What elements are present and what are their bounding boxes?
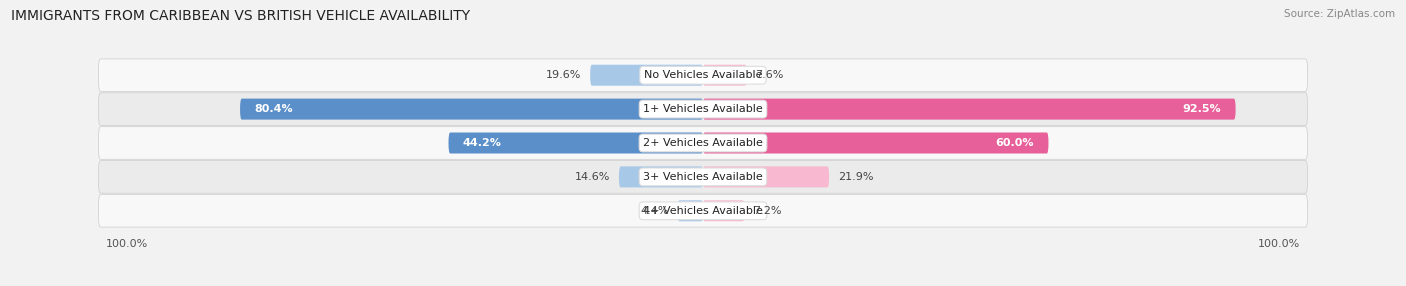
Text: 2+ Vehicles Available: 2+ Vehicles Available — [643, 138, 763, 148]
Text: 4.4%: 4.4% — [641, 206, 669, 216]
FancyBboxPatch shape — [449, 132, 703, 154]
FancyBboxPatch shape — [703, 99, 1236, 120]
Text: 80.4%: 80.4% — [254, 104, 292, 114]
FancyBboxPatch shape — [98, 194, 1308, 227]
FancyBboxPatch shape — [703, 65, 747, 86]
FancyBboxPatch shape — [98, 93, 1308, 125]
FancyBboxPatch shape — [678, 200, 703, 221]
Text: 44.2%: 44.2% — [463, 138, 502, 148]
FancyBboxPatch shape — [98, 59, 1308, 92]
Text: Source: ZipAtlas.com: Source: ZipAtlas.com — [1284, 9, 1395, 19]
FancyBboxPatch shape — [703, 200, 744, 221]
FancyBboxPatch shape — [703, 166, 830, 187]
Text: 21.9%: 21.9% — [838, 172, 873, 182]
Text: 7.2%: 7.2% — [754, 206, 782, 216]
FancyBboxPatch shape — [619, 166, 703, 187]
Text: 7.6%: 7.6% — [755, 70, 783, 80]
Text: 60.0%: 60.0% — [995, 138, 1033, 148]
Text: 19.6%: 19.6% — [546, 70, 582, 80]
Text: 3+ Vehicles Available: 3+ Vehicles Available — [643, 172, 763, 182]
Text: 14.6%: 14.6% — [575, 172, 610, 182]
Text: 92.5%: 92.5% — [1182, 104, 1222, 114]
FancyBboxPatch shape — [98, 161, 1308, 193]
Text: 4+ Vehicles Available: 4+ Vehicles Available — [643, 206, 763, 216]
FancyBboxPatch shape — [240, 99, 703, 120]
FancyBboxPatch shape — [98, 127, 1308, 159]
Text: 1+ Vehicles Available: 1+ Vehicles Available — [643, 104, 763, 114]
FancyBboxPatch shape — [703, 132, 1049, 154]
FancyBboxPatch shape — [591, 65, 703, 86]
Text: No Vehicles Available: No Vehicles Available — [644, 70, 762, 80]
Text: IMMIGRANTS FROM CARIBBEAN VS BRITISH VEHICLE AVAILABILITY: IMMIGRANTS FROM CARIBBEAN VS BRITISH VEH… — [11, 9, 471, 23]
